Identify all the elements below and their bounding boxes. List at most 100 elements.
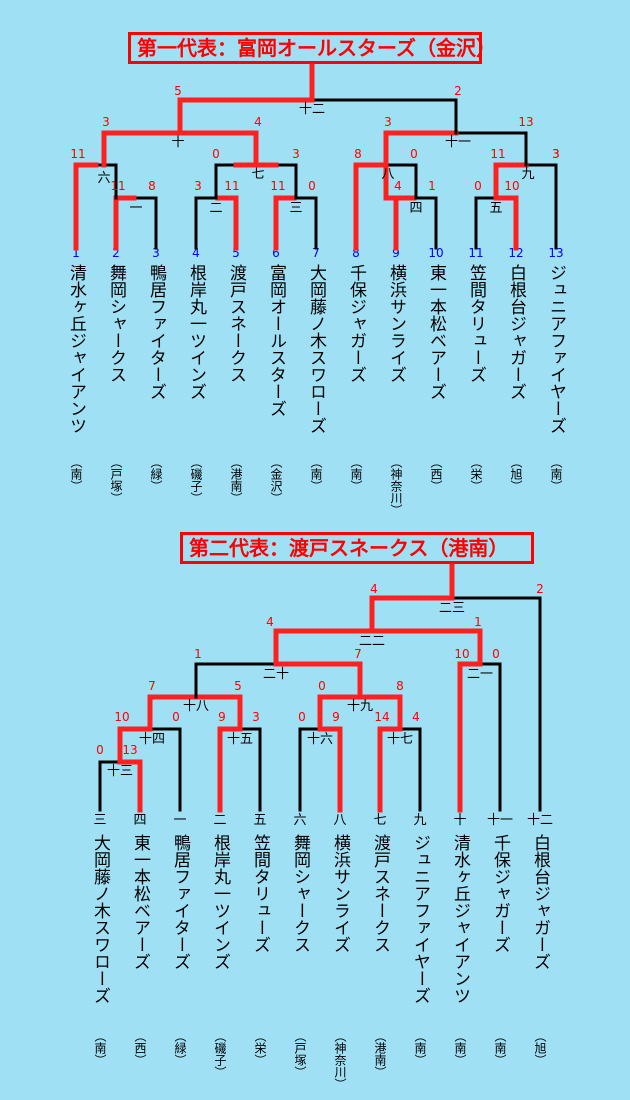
team-area: （磯子） <box>213 1030 227 1078</box>
game-number: 二 <box>209 201 222 216</box>
game-number: 六 <box>97 171 110 186</box>
team-number: 9 <box>392 246 400 260</box>
score-label: 11 <box>70 147 85 161</box>
game-number: 十三 <box>107 764 133 779</box>
team-number: 一 <box>173 813 186 828</box>
game-number: 八 <box>381 167 394 182</box>
game-number: 十二 <box>299 102 325 117</box>
game-number: 九 <box>521 167 534 182</box>
score-label: 11 <box>490 147 505 161</box>
team-name: 横浜サンライズ <box>386 264 407 383</box>
game-number: 四 <box>409 201 422 216</box>
team-area: （西） <box>133 1030 147 1066</box>
game-number: 二二 <box>359 634 385 649</box>
team-name: 清水ヶ丘ジャイアンツ <box>66 264 87 434</box>
team-area: （南） <box>493 1030 507 1066</box>
team-number: 九 <box>413 813 426 828</box>
game-number: 十九 <box>347 699 373 714</box>
game-number: 二三 <box>439 601 465 616</box>
team-name: 根岸丸一ツインズ <box>210 834 231 970</box>
score-label: 1 <box>474 615 482 629</box>
team-name: 舞岡シャークス <box>290 834 311 953</box>
team-area: （緑） <box>173 1030 187 1066</box>
team-number: 12 <box>508 246 523 260</box>
team-number: 4 <box>192 246 200 260</box>
team-area: （南） <box>549 456 563 492</box>
score-label: 0 <box>172 710 180 724</box>
score-label: 10 <box>454 647 469 661</box>
team-name: 舞岡シャークス <box>106 264 127 383</box>
score-label: 13 <box>122 743 137 757</box>
team-number: 三 <box>93 813 106 828</box>
score-label: 8 <box>396 679 404 693</box>
team-number: 8 <box>352 246 360 260</box>
team-number: 3 <box>152 246 160 260</box>
score-label: 8 <box>148 179 156 193</box>
team-number: 11 <box>468 246 483 260</box>
score-label: 3 <box>102 115 110 129</box>
game-number: 十一 <box>445 135 471 150</box>
score-label: 4 <box>370 582 378 596</box>
bracket2-title: 第二代表：渡戸スネークス（港南） <box>180 532 534 564</box>
score-label: 10 <box>504 179 519 193</box>
score-label: 2 <box>454 84 462 98</box>
team-area: （西） <box>429 456 443 492</box>
team-number: 10 <box>428 246 443 260</box>
game-number: 十八 <box>183 699 209 714</box>
team-area: （栄） <box>253 1030 267 1066</box>
game-number: 二十 <box>263 667 289 682</box>
game-number: 三 <box>289 201 302 216</box>
score-label: 3 <box>292 147 300 161</box>
team-area: （金沢） <box>269 456 283 504</box>
team-name: 根岸丸一ツインズ <box>186 264 207 400</box>
game-number: 一 <box>129 201 142 216</box>
score-label: 10 <box>114 710 129 724</box>
game-number: 十六 <box>307 732 333 747</box>
score-label: 14 <box>374 710 389 724</box>
score-label: 0 <box>318 679 326 693</box>
team-name: 東一本松ベアーズ <box>426 264 447 400</box>
team-number: 四 <box>133 813 146 828</box>
team-number: 五 <box>253 813 266 828</box>
score-label: 9 <box>218 710 226 724</box>
score-label: 8 <box>354 147 362 161</box>
score-label: 5 <box>174 84 182 98</box>
score-label: 11 <box>224 179 239 193</box>
score-label: 9 <box>332 710 340 724</box>
game-number: 十七 <box>387 732 413 747</box>
team-name: 清水ヶ丘ジャイアンツ <box>450 834 471 1004</box>
score-label: 4 <box>412 710 420 724</box>
score-label: 1 <box>194 647 202 661</box>
game-number: 十 <box>171 135 184 150</box>
team-area: （旭） <box>509 456 523 492</box>
team-area: （戸塚） <box>293 1030 307 1078</box>
team-number: 6 <box>272 246 280 260</box>
team-name: 渡戸スネークス <box>370 834 391 953</box>
team-name: 鴨居ファイターズ <box>146 264 167 400</box>
team-number: 7 <box>312 246 320 260</box>
team-name: 白根台ジャガーズ <box>506 264 527 400</box>
team-name: 大岡藤ノ木スワローズ <box>306 264 327 434</box>
team-number: 十一 <box>487 813 513 828</box>
team-name: ジュニアファイヤーズ <box>546 264 566 434</box>
team-area: （磯子） <box>189 456 203 504</box>
score-label: 0 <box>474 179 482 193</box>
score-label: 0 <box>492 647 500 661</box>
score-label: 4 <box>394 179 402 193</box>
score-label: 11 <box>110 179 125 193</box>
team-number: 十二 <box>527 813 553 828</box>
team-name: 白根台ジャガーズ <box>530 834 551 970</box>
game-number: 十四 <box>139 732 165 747</box>
team-number: 七 <box>373 813 386 828</box>
team-name: 千保ジャガーズ <box>346 264 367 383</box>
team-name: 富岡オールスターズ <box>266 264 286 417</box>
score-label: 0 <box>212 147 220 161</box>
team-number: 二 <box>213 813 226 828</box>
game-number: 七 <box>251 167 264 182</box>
score-label: 3 <box>252 710 260 724</box>
team-name: 鴨居ファイターズ <box>170 834 191 970</box>
game-number: 五 <box>489 201 502 216</box>
team-area: （神奈川） <box>389 456 403 516</box>
team-name: 渡戸スネークス <box>226 264 247 383</box>
